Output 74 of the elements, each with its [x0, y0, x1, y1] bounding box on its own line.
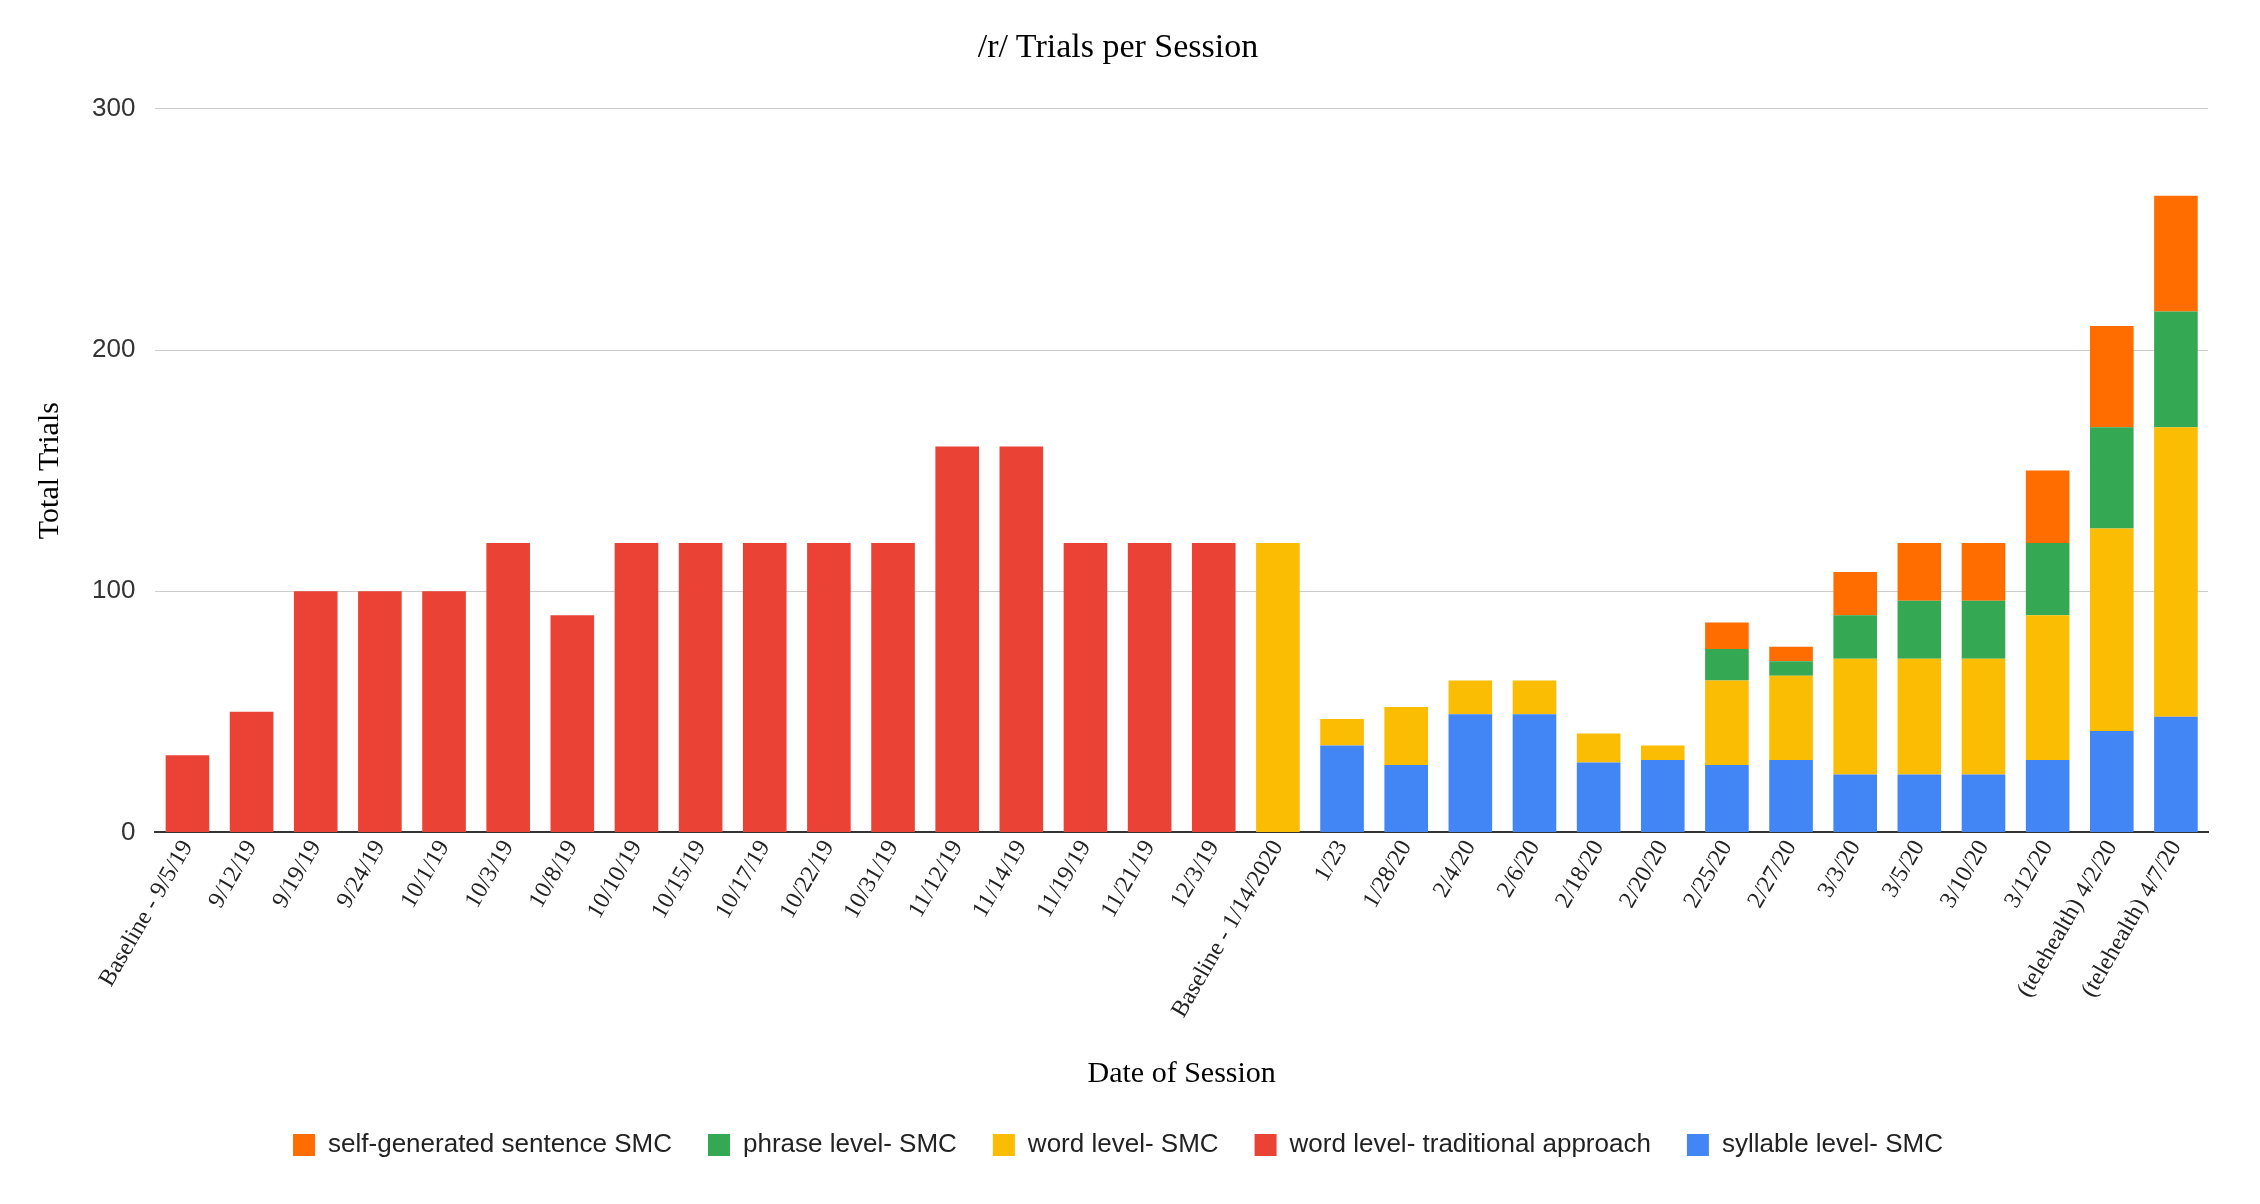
bar — [1961, 600, 2006, 659]
bar — [1576, 733, 1621, 763]
legend-label: self-generated sentence SMC — [328, 1128, 673, 1159]
bar — [1705, 680, 1749, 765]
bar — [2025, 470, 2070, 543]
bar — [2025, 542, 2070, 616]
bar — [1769, 646, 1813, 662]
bar — [1897, 600, 1942, 659]
bar — [1320, 745, 1364, 832]
bar — [614, 542, 659, 832]
bar — [1384, 706, 1428, 765]
bar — [165, 755, 210, 832]
bar — [2089, 528, 2134, 732]
bar — [2154, 311, 2198, 428]
bar — [871, 542, 915, 832]
y-tick-label: 0 — [120, 815, 136, 846]
bar — [1961, 774, 2006, 832]
bar — [1897, 774, 1942, 832]
bar — [1256, 542, 1300, 832]
y-tick-label: 200 — [91, 333, 136, 364]
bar — [358, 591, 402, 832]
bar — [293, 591, 338, 832]
legend-label: word level- SMC — [1026, 1128, 1219, 1159]
bar — [1833, 658, 1878, 775]
bar — [1320, 719, 1364, 746]
bar — [422, 591, 466, 832]
legend-label: word level- traditional approach — [1288, 1128, 1651, 1159]
bar — [2089, 325, 2134, 428]
bar — [1961, 658, 2006, 775]
bar — [1897, 658, 1942, 775]
bar — [1961, 542, 2006, 601]
y-axis-title: Total Trials — [30, 402, 64, 540]
bar — [1191, 542, 1236, 832]
bar — [1833, 615, 1878, 659]
legend-label: phrase level- SMC — [743, 1128, 957, 1159]
bar — [1640, 745, 1685, 761]
chart-title: /r/ Trials per Session — [977, 27, 1259, 65]
bar — [2154, 427, 2198, 717]
bar — [1769, 675, 1813, 761]
bar — [550, 615, 595, 832]
x-axis-title: Date of Session — [1087, 1054, 1276, 1088]
bar — [2025, 615, 2070, 761]
bar — [1640, 760, 1685, 832]
bar — [1833, 571, 1878, 616]
bar — [1576, 762, 1621, 832]
bar — [1384, 764, 1428, 832]
bar — [1769, 661, 1813, 676]
bar — [1769, 760, 1813, 832]
bar — [1512, 680, 1557, 715]
bar — [229, 711, 274, 832]
bar — [1448, 680, 1493, 715]
bar — [2089, 427, 2134, 529]
bar — [1127, 542, 1172, 832]
legend-label: syllable level- SMC — [1721, 1128, 1943, 1159]
bar — [1705, 622, 1749, 650]
bar — [678, 542, 723, 832]
bar — [2154, 716, 2198, 832]
bar — [1897, 542, 1942, 601]
y-tick-label: 100 — [91, 574, 136, 605]
bar — [935, 446, 979, 832]
bar — [999, 446, 1044, 832]
bar — [1448, 714, 1493, 832]
bar — [2089, 731, 2134, 832]
bar — [2154, 195, 2198, 312]
bar — [486, 542, 530, 832]
bar — [1063, 542, 1108, 832]
y-tick-label: 300 — [91, 91, 136, 122]
bar — [1512, 714, 1557, 832]
bar — [742, 542, 787, 832]
bar — [1833, 774, 1878, 832]
bar — [2025, 760, 2070, 832]
bar — [807, 542, 851, 832]
bar — [1705, 649, 1749, 681]
bar — [1705, 764, 1749, 832]
